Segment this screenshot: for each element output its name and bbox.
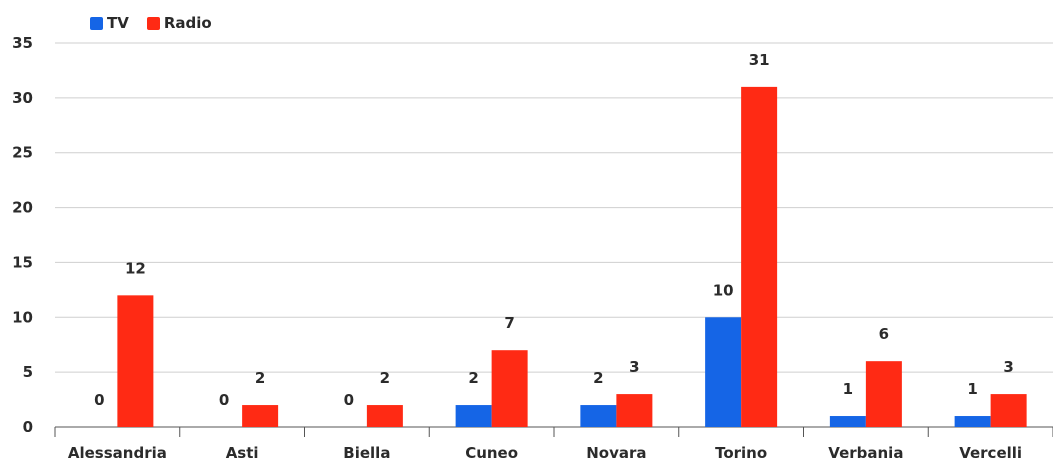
y-tick-label: 15: [12, 253, 33, 271]
y-tick-label: 20: [12, 199, 33, 217]
bar-radio[interactable]: [366, 405, 403, 427]
x-tick-label: Alessandria: [68, 444, 167, 462]
bar-tv[interactable]: [455, 405, 492, 427]
x-tick-label: Biella: [343, 444, 390, 462]
y-tick-label: 35: [12, 34, 33, 52]
bar-tv[interactable]: [829, 416, 866, 427]
bar-radio[interactable]: [990, 394, 1027, 427]
x-tick-label: Torino: [715, 444, 767, 462]
legend-swatch-tv: [90, 16, 103, 30]
bar-tv[interactable]: [705, 317, 742, 427]
data-label: 12: [125, 259, 146, 277]
chart-legend: TV Radio: [90, 14, 212, 32]
y-tick-label: 30: [12, 89, 33, 107]
y-tick-label: 0: [23, 418, 33, 436]
bar-tv[interactable]: [954, 416, 991, 427]
y-tick-label: 25: [12, 144, 33, 162]
data-label: 2: [255, 369, 265, 387]
data-label: 10: [713, 281, 734, 299]
data-label: 3: [629, 358, 639, 376]
data-label: 2: [380, 369, 390, 387]
x-tick-label: Verbania: [828, 444, 903, 462]
bar-radio[interactable]: [741, 86, 778, 427]
data-label: 2: [468, 369, 478, 387]
x-tick-label: Vercelli: [959, 444, 1022, 462]
data-label: 2: [593, 369, 603, 387]
x-tick-label: Novara: [586, 444, 646, 462]
legend-swatch-radio: [146, 16, 160, 30]
bar-radio[interactable]: [865, 361, 902, 427]
y-tick-label: 10: [12, 308, 33, 326]
data-label: 31: [749, 51, 770, 69]
data-label: 0: [344, 391, 354, 409]
x-tick-label: Cuneo: [465, 444, 518, 462]
y-tick-label: 5: [23, 363, 33, 381]
bar-radio[interactable]: [616, 394, 653, 427]
legend-label-radio: Radio: [163, 14, 212, 32]
x-tick-label: Asti: [226, 444, 259, 462]
bar-radio[interactable]: [242, 405, 279, 427]
data-label: 7: [504, 314, 514, 332]
legend-label-tv: TV: [107, 14, 129, 32]
legend-item-radio[interactable]: Radio: [146, 14, 212, 32]
bar-radio[interactable]: [491, 350, 528, 427]
data-label: 6: [879, 325, 889, 343]
data-label: 3: [1003, 358, 1013, 376]
data-label: 1: [967, 380, 977, 398]
data-label: 0: [94, 391, 104, 409]
data-label: 0: [219, 391, 229, 409]
bar-radio[interactable]: [117, 295, 154, 427]
legend-item-tv[interactable]: TV: [90, 14, 129, 32]
bar-tv[interactable]: [580, 405, 617, 427]
data-label: 1: [843, 380, 853, 398]
